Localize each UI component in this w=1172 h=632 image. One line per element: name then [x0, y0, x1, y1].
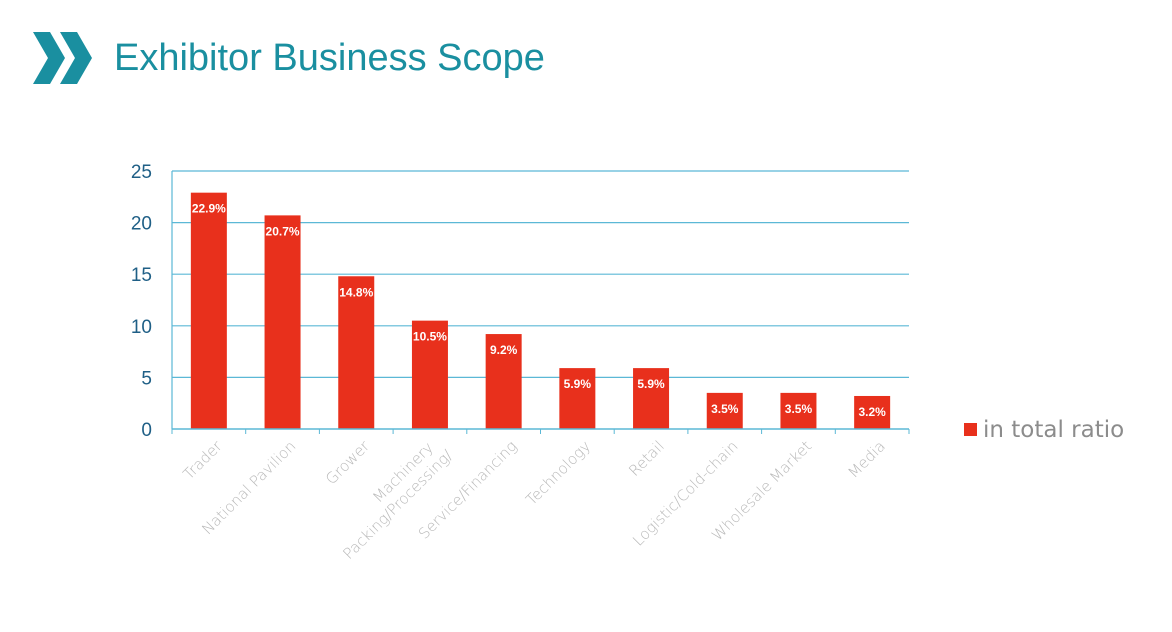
category-label: Media — [844, 437, 889, 482]
data-label: 3.5% — [711, 402, 739, 416]
data-label: 5.9% — [637, 377, 665, 391]
x-axis — [171, 428, 910, 434]
bar — [411, 320, 448, 429]
y-tick-label: 25 — [131, 162, 152, 183]
bar — [854, 395, 891, 429]
bar — [264, 215, 301, 429]
bar — [706, 392, 743, 429]
data-label: 3.2% — [858, 405, 886, 419]
data-label: 3.5% — [785, 402, 813, 416]
legend-label: in total ratio — [983, 417, 1124, 443]
data-label: 14.8% — [339, 285, 373, 299]
page-title: Exhibitor Business Scope — [114, 37, 545, 79]
data-label: 5.9% — [564, 377, 592, 391]
y-tick-label: 15 — [131, 265, 152, 286]
y-tick-label: 10 — [131, 317, 152, 338]
data-label: 20.7% — [266, 224, 300, 238]
bar — [559, 368, 596, 429]
bar — [633, 368, 670, 429]
y-tick-label: 5 — [141, 368, 152, 389]
category-label: Trader — [180, 437, 227, 484]
data-label: 10.5% — [413, 330, 447, 344]
bar — [485, 334, 522, 429]
legend: in total ratio — [964, 417, 1124, 443]
data-label: 22.9% — [192, 202, 226, 216]
data-labels: 22.9% 20.7% 14.8% 10.5% 9.2% 5.9% 5.9% 3.5% 3.5%… — [192, 202, 886, 419]
legend-swatch — [964, 423, 977, 436]
y-tick-label: 0 — [141, 420, 152, 441]
bar — [338, 276, 375, 429]
category-label: Retail — [625, 437, 668, 480]
bar — [190, 192, 227, 429]
data-label: 9.2% — [490, 343, 518, 357]
bar — [780, 392, 817, 429]
category-label: Grower — [322, 437, 374, 489]
double-chevron-right-icon — [33, 32, 92, 84]
category-label: Technology — [522, 437, 594, 509]
bars — [190, 192, 891, 429]
y-tick-label: 20 — [131, 214, 152, 235]
y-axis: 0 5 10 15 20 25 — [131, 162, 173, 441]
